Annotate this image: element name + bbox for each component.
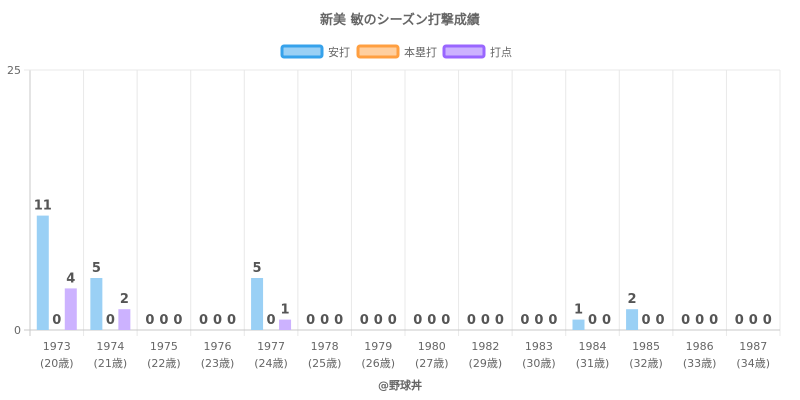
- x-tick-label: 1980: [418, 340, 446, 353]
- data-label: 0: [213, 313, 222, 328]
- x-tick-label: 1984: [579, 340, 607, 353]
- x-tick-sublabel: (21歳): [94, 357, 128, 370]
- legend-label[interactable]: 安打: [328, 45, 350, 59]
- x-tick-sublabel: (25歳): [308, 357, 342, 370]
- bar[interactable]: [90, 278, 103, 330]
- x-tick-label: 1974: [96, 340, 124, 353]
- data-label: 0: [173, 313, 182, 328]
- x-tick-sublabel: (32歳): [629, 357, 663, 370]
- data-label: 0: [267, 313, 276, 328]
- data-label: 4: [66, 271, 75, 286]
- data-label: 0: [642, 313, 651, 328]
- data-label: 1: [281, 303, 290, 318]
- data-label: 5: [92, 261, 101, 276]
- x-tick-sublabel: (22歳): [147, 357, 181, 370]
- legend-label[interactable]: 本塁打: [404, 45, 437, 59]
- data-label: 0: [749, 313, 758, 328]
- data-label: 0: [588, 313, 597, 328]
- data-label: 0: [534, 313, 543, 328]
- data-label: 0: [548, 313, 557, 328]
- x-tick-label: 1977: [257, 340, 285, 353]
- data-label: 0: [320, 313, 329, 328]
- data-label: 0: [227, 313, 236, 328]
- credit-label: @野球丼: [378, 378, 422, 392]
- x-tick-label: 1979: [364, 340, 392, 353]
- x-tick-sublabel: (24歳): [254, 357, 288, 370]
- chart-title: 新美 敏のシーズン打撃成績: [320, 12, 480, 28]
- data-label: 0: [199, 313, 208, 328]
- x-tick-sublabel: (34歳): [736, 357, 770, 370]
- x-tick-sublabel: (23歳): [201, 357, 235, 370]
- grid: [24, 69, 781, 336]
- data-label: 0: [427, 313, 436, 328]
- data-label: 2: [628, 292, 637, 307]
- legend-label[interactable]: 打点: [490, 45, 512, 59]
- data-label: 0: [388, 313, 397, 328]
- x-tick-label: 1985: [632, 340, 660, 353]
- x-tick-label: 1983: [525, 340, 553, 353]
- data-label: 0: [520, 313, 529, 328]
- legend: 安打 本塁打 打点: [280, 44, 512, 59]
- data-label: 0: [145, 313, 154, 328]
- x-tick-label: 1976: [204, 340, 232, 353]
- bar[interactable]: [118, 309, 131, 330]
- data-label: 0: [735, 313, 744, 328]
- data-label: 0: [709, 313, 718, 328]
- data-label: 0: [360, 313, 369, 328]
- bar[interactable]: [279, 319, 292, 330]
- data-label: 0: [656, 313, 665, 328]
- data-label: 0: [481, 313, 490, 328]
- data-label: 0: [413, 313, 422, 328]
- y-tick-label: 0: [14, 324, 21, 337]
- bar[interactable]: [251, 278, 264, 330]
- data-label: 5: [253, 261, 262, 276]
- x-tick-label: 1978: [311, 340, 339, 353]
- bars: [36, 215, 639, 330]
- legend-swatch[interactable]: [280, 44, 324, 59]
- data-label: 0: [374, 313, 383, 328]
- data-label: 0: [695, 313, 704, 328]
- legend-swatch[interactable]: [356, 44, 400, 59]
- x-tick-sublabel: (33歳): [683, 357, 717, 370]
- x-tick-label: 1987: [739, 340, 767, 353]
- x-tick-sublabel: (29歳): [469, 357, 503, 370]
- data-label: 11: [34, 199, 52, 214]
- bar[interactable]: [36, 215, 49, 330]
- bar[interactable]: [64, 288, 77, 330]
- data-label: 0: [306, 313, 315, 328]
- data-label: 2: [120, 292, 129, 307]
- x-tick-label: 1986: [686, 340, 714, 353]
- x-tick-sublabel: (26歳): [361, 357, 395, 370]
- bar[interactable]: [626, 309, 639, 330]
- x-axis: 1973 (20歳) 1974 (21歳) 1975 (22歳) 1976 (23歳) 1977…: [40, 340, 770, 370]
- data-label: 1: [574, 303, 583, 318]
- y-axis: 0 25: [7, 64, 21, 337]
- data-label: 0: [763, 313, 772, 328]
- x-tick-label: 1975: [150, 340, 178, 353]
- data-label: 0: [334, 313, 343, 328]
- y-tick-label: 25: [7, 64, 21, 77]
- x-tick-label: 1982: [471, 340, 499, 353]
- data-label: 0: [441, 313, 450, 328]
- x-tick-label: 1973: [43, 340, 71, 353]
- x-tick-sublabel: (30歳): [522, 357, 556, 370]
- x-tick-sublabel: (20歳): [40, 357, 74, 370]
- data-label: 0: [602, 313, 611, 328]
- data-label: 0: [681, 313, 690, 328]
- data-label: 0: [467, 313, 476, 328]
- data-label: 0: [106, 313, 115, 328]
- bar[interactable]: [572, 319, 585, 330]
- data-label: 0: [495, 313, 504, 328]
- x-tick-sublabel: (27歳): [415, 357, 449, 370]
- data-label: 0: [52, 313, 61, 328]
- legend-swatch[interactable]: [442, 44, 486, 59]
- data-label: 0: [159, 313, 168, 328]
- x-tick-sublabel: (31歳): [576, 357, 610, 370]
